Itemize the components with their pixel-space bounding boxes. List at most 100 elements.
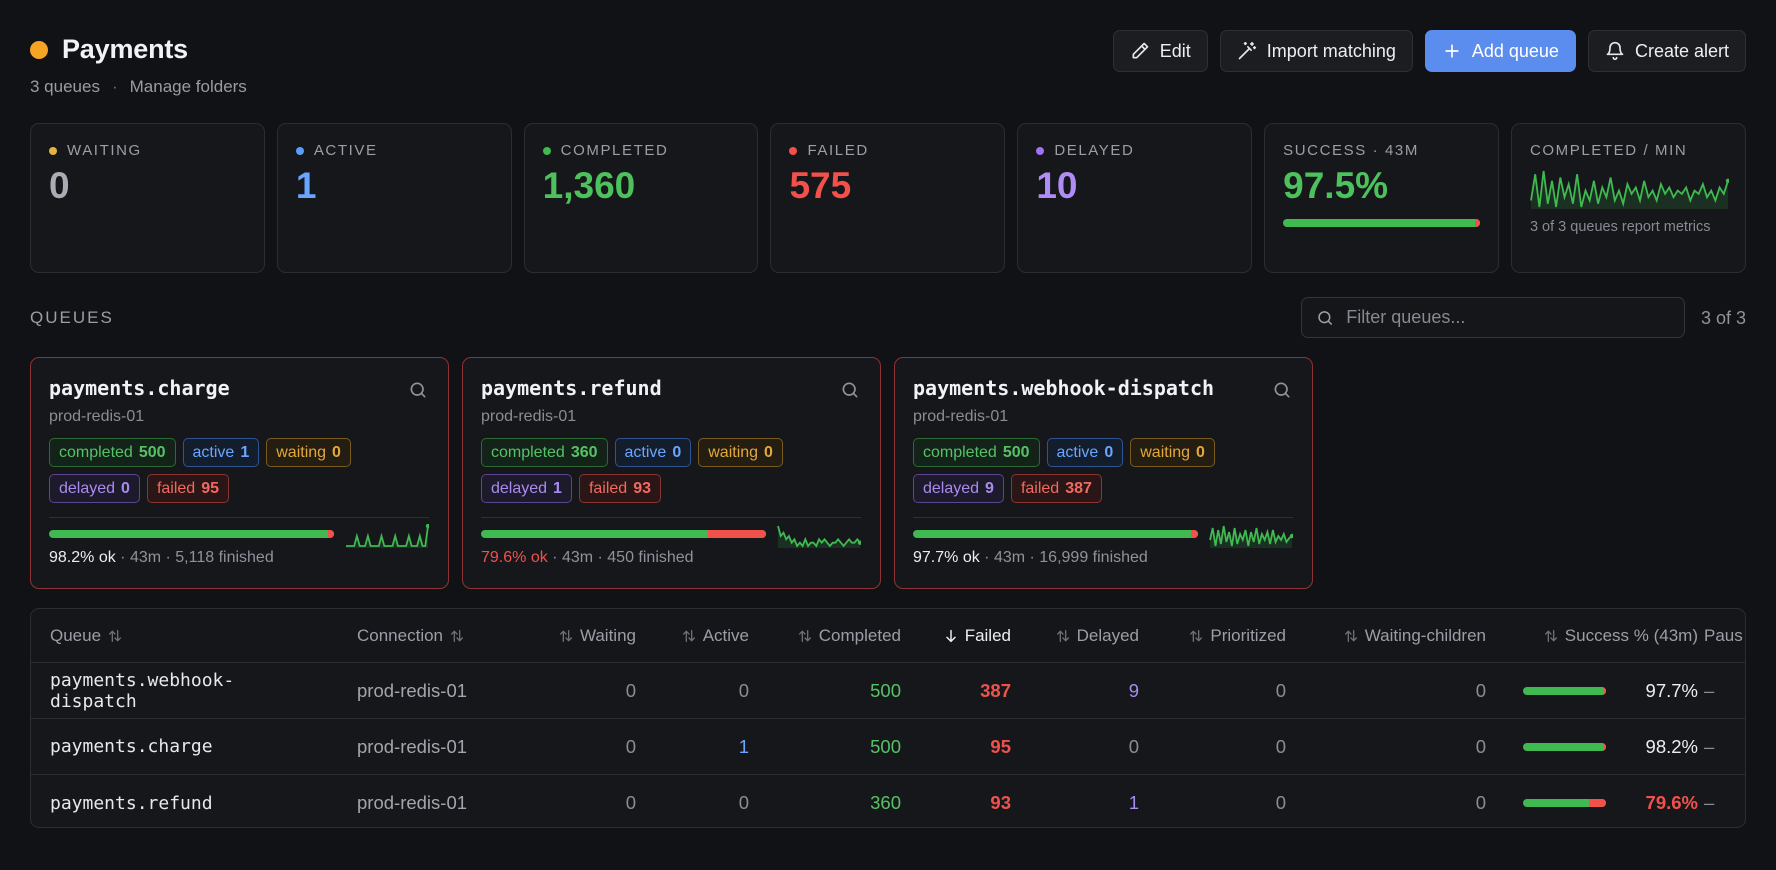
title-row: Payments [30, 34, 1746, 65]
throughput-note: 3 of 3 queues report metrics [1529, 219, 1711, 235]
queue-cards: payments.charge prod-redis-01 completed 5… [30, 357, 1313, 589]
cell-delayed: 9 [1128, 679, 1139, 701]
cell-queue: payments.webhook-dispatch [50, 669, 235, 712]
bell-icon [1606, 41, 1624, 61]
chip-completed-label: completed [59, 443, 133, 461]
queue-card-connection: prod-redis-01 [49, 408, 145, 425]
column-header-failed[interactable]: Failed [901, 609, 1011, 662]
chip-waiting-count: 0 [764, 443, 773, 461]
create-alert-label: Create alert [1634, 40, 1729, 61]
stat-value: 10 [1036, 165, 1078, 206]
column-header-active[interactable]: Active [641, 609, 749, 662]
column-header-queue[interactable]: Queue [50, 609, 320, 662]
sort-icon [559, 629, 572, 642]
stat-value: 1 [295, 165, 317, 206]
table-header-row: Queue Connection Waiting Active Complete… [31, 609, 1745, 663]
sparkline-end-dot [857, 540, 861, 545]
column-header-paused[interactable]: Paus [1704, 609, 1745, 662]
cell-waiting: 0 [625, 679, 636, 701]
search-icon[interactable] [408, 380, 428, 400]
sort-icon [109, 629, 122, 642]
chip-delayed-label: delayed [59, 479, 116, 497]
chip-waiting-label: waiting [1140, 443, 1191, 461]
queue-card[interactable]: payments.charge prod-redis-01 completed 5… [30, 357, 449, 589]
header-actions: Edit Import matching Add queue Create al… [1112, 30, 1746, 72]
column-header-success[interactable]: Success % (43m) [1491, 609, 1698, 662]
create-alert-button[interactable]: Create alert [1587, 30, 1746, 72]
chip-waiting-label: waiting [276, 443, 327, 461]
cell-delayed: 0 [1128, 735, 1139, 757]
column-header-prioritized[interactable]: Prioritized [1141, 609, 1286, 662]
sort-icon [682, 629, 695, 642]
queue-ok-rate: 97.7% ok [913, 549, 980, 566]
cell-prioritized: 0 [1275, 735, 1286, 757]
search-icon[interactable] [840, 380, 860, 400]
column-header-waiting[interactable]: Waiting [511, 609, 636, 662]
column-header-waiting-children[interactable]: Waiting-children [1291, 609, 1486, 662]
search-icon[interactable] [1272, 380, 1292, 400]
queue-count-text: 3 queues [30, 77, 100, 96]
page-header: Payments 3 queues · Manage folders Edit … [30, 30, 1746, 104]
column-header-completed[interactable]: Completed [751, 609, 901, 662]
magic-wand-icon [1238, 41, 1256, 60]
chip-completed: completed 500 [913, 438, 1040, 467]
column-header-connection[interactable]: Connection [357, 609, 507, 662]
chip-failed: failed 93 [578, 474, 661, 503]
cell-connection: prod-redis-01 [357, 792, 468, 813]
filter-queues-input[interactable] [1346, 307, 1670, 328]
chip-completed: completed 500 [49, 438, 176, 467]
queue-card-footer: 79.6% ok · 43m · 450 finished [481, 549, 694, 566]
success-bar-failed-portion [1475, 219, 1480, 227]
queue-card-connection: prod-redis-01 [913, 408, 1009, 425]
stat-card-active: ACTIVE 1 [276, 123, 512, 273]
chip-waiting-count: 0 [332, 443, 341, 461]
add-queue-button[interactable]: Add queue [1424, 30, 1576, 72]
queue-card-chips: completed 500 active 1 waiting 0 delayed 0 f… [49, 438, 429, 503]
cell-completed: 360 [870, 792, 901, 813]
success-wrap: 98.2% [1491, 736, 1698, 758]
cell-waiting-children: 0 [1475, 735, 1486, 757]
chip-delayed-count: 1 [553, 479, 562, 497]
success-value: 79.6% [1645, 792, 1698, 813]
chip-completed-count: 500 [1002, 443, 1030, 461]
chip-failed-count: 387 [1065, 479, 1092, 497]
chip-delayed-label: delayed [923, 479, 980, 497]
chip-active: active 1 [182, 438, 260, 467]
table-row[interactable]: payments.refund prod-redis-01 0 0 360 93… [31, 775, 1745, 827]
queue-card-chips: completed 500 active 0 waiting 0 delayed 9 f… [913, 438, 1293, 503]
queue-card-chips: completed 360 active 0 waiting 0 delayed 1 f… [481, 438, 861, 503]
stat-label: FAILED [807, 142, 869, 159]
chip-completed-count: 500 [138, 443, 166, 461]
queue-card[interactable]: payments.webhook-dispatch prod-redis-01 … [894, 357, 1313, 589]
stat-label-row: SUCCESS · 43M [1283, 142, 1480, 159]
search-icon [1318, 310, 1332, 325]
divider [481, 517, 861, 518]
table-row[interactable]: payments.webhook-dispatch prod-redis-01 … [31, 663, 1745, 719]
success-mini-bar-failed-portion [1589, 799, 1606, 807]
column-header-delayed[interactable]: Delayed [1011, 609, 1139, 662]
table-row[interactable]: payments.charge prod-redis-01 0 1 500 95… [31, 719, 1745, 775]
edit-button[interactable]: Edit [1112, 30, 1208, 72]
queue-sparkline [777, 525, 861, 548]
filter-box [1301, 297, 1685, 338]
queue-success-bar-failed-portion [1191, 530, 1198, 538]
cell-connection: prod-redis-01 [357, 679, 468, 701]
chip-active-count: 0 [672, 443, 682, 461]
stat-label-row: ACTIVE [295, 142, 493, 159]
chip-active: active 0 [1046, 438, 1124, 467]
cell-active: 0 [738, 792, 749, 813]
manage-folders-link[interactable]: Manage folders [129, 77, 247, 96]
chip-failed-label: failed [588, 479, 628, 497]
sort-icon [1344, 629, 1357, 642]
queue-success-bar [49, 530, 334, 538]
success-mini-bar [1523, 799, 1606, 807]
queue-card-footer: 97.7% ok · 43m · 16,999 finished [913, 549, 1148, 566]
column-header-label: Queue [50, 625, 102, 645]
queue-success-bar [481, 530, 766, 538]
queue-finished: 5,118 finished [175, 549, 274, 566]
stat-card-failed: FAILED 575 [770, 123, 1006, 273]
chip-delayed-count: 0 [121, 479, 130, 497]
queue-card[interactable]: payments.refund prod-redis-01 completed 3… [462, 357, 881, 589]
import-matching-button[interactable]: Import matching [1219, 30, 1413, 72]
stat-label: ACTIVE [313, 142, 378, 159]
